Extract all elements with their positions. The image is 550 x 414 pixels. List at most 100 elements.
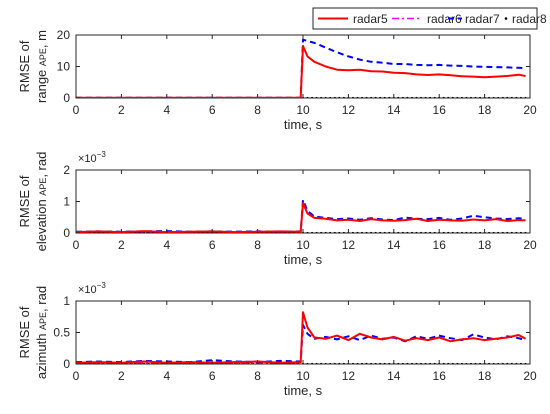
point-radar8	[474, 96, 477, 98]
point-radar8	[342, 231, 345, 233]
point-radar8	[388, 96, 391, 98]
point-radar8	[143, 362, 146, 364]
point-radar8	[388, 231, 391, 233]
point-radar8	[97, 362, 100, 364]
point-radar8	[433, 96, 436, 98]
point-radar8	[143, 231, 146, 233]
point-radar8	[306, 362, 309, 364]
point-radar8	[488, 96, 491, 98]
point-radar8	[447, 362, 450, 364]
x-tick-label: 20	[523, 369, 537, 383]
x-tick-label: 10	[296, 103, 310, 117]
point-radar8	[469, 96, 473, 98]
point-radar8	[465, 362, 468, 364]
point-radar8	[383, 231, 386, 233]
point-radar8	[501, 362, 504, 364]
point-radar8	[397, 231, 400, 233]
point-radar8	[419, 231, 423, 233]
point-radar8	[365, 231, 368, 233]
point-radar8	[311, 96, 314, 98]
point-radar8	[410, 362, 414, 364]
point-radar8	[429, 362, 432, 364]
axis-multiplier: ×10−3	[78, 150, 106, 165]
point-radar8	[406, 231, 409, 233]
x-tick-label: 8	[254, 238, 261, 252]
point-radar8	[497, 231, 500, 233]
x-tick-label: 0	[73, 103, 80, 117]
y-axis-label-line2: elevation APE, rad	[34, 152, 49, 252]
legend-label-radar6: radar6	[427, 12, 462, 26]
point-radar8	[324, 231, 327, 233]
point-radar8	[338, 96, 341, 98]
point-radar8	[365, 362, 368, 364]
point-radar8	[519, 96, 522, 98]
point-radar8	[370, 96, 373, 98]
point-radar8	[320, 231, 323, 233]
point-radar8	[351, 96, 354, 98]
y-tick-label: 2	[63, 163, 70, 177]
x-tick-label: 16	[433, 238, 447, 252]
point-radar8	[506, 362, 509, 364]
y-label-subscript: APE	[38, 312, 48, 330]
point-radar8	[351, 362, 354, 364]
x-tick-label: 2	[118, 369, 125, 383]
point-radar8	[510, 231, 513, 233]
point-radar8	[333, 231, 336, 233]
x-tick-label: 12	[342, 103, 356, 117]
y-label-unit: , m	[34, 30, 49, 48]
point-radar8	[329, 96, 332, 98]
point-radar8	[338, 231, 341, 233]
multiplier-base: ×10	[78, 284, 97, 296]
x-axis-label: time, s	[284, 117, 323, 132]
point-radar8	[374, 231, 377, 233]
x-tick-label: 4	[163, 103, 170, 117]
point-radar8	[424, 231, 427, 233]
point-radar8	[338, 362, 341, 364]
x-tick-label: 12	[342, 369, 356, 383]
point-radar8	[469, 362, 473, 364]
point-radar8	[311, 231, 314, 233]
point-radar8	[492, 96, 495, 98]
point-radar8	[238, 362, 241, 364]
point-radar8	[492, 362, 495, 364]
point-radar8	[460, 231, 463, 233]
legend-label-radar8: radar8	[512, 12, 547, 26]
subplot-1: 0 2 4 6 8 10 12 14 16 18 20 0 10 20 time, s RMSE of rang…	[17, 28, 537, 132]
point-radar8	[424, 362, 427, 364]
point-radar8	[315, 231, 318, 233]
point-radar8	[447, 231, 450, 233]
point-radar8	[233, 362, 236, 364]
point-radar8	[306, 96, 309, 98]
legend: radar5 radar6 radar7 radar8	[312, 7, 547, 30]
x-tick-label: 2	[118, 103, 125, 117]
point-radar8	[370, 362, 373, 364]
y-axis-label-line1: RMSE of	[17, 40, 32, 92]
point-radar8	[419, 362, 423, 364]
y-label-unit: , rad	[34, 152, 49, 178]
multiplier-exponent: −3	[97, 150, 107, 159]
point-radar8	[510, 362, 513, 364]
point-radar8	[465, 96, 468, 98]
point-radar8	[419, 96, 423, 98]
point-radar8	[424, 96, 427, 98]
point-radar8	[456, 362, 459, 364]
x-tick-label: 14	[387, 103, 401, 117]
x-tick-label: 14	[387, 369, 401, 383]
point-radar8	[433, 231, 436, 233]
point-radar8	[429, 96, 432, 98]
x-tick-label: 20	[523, 238, 537, 252]
point-radar8	[433, 362, 436, 364]
point-radar8	[510, 96, 513, 98]
y-label-quantity: azimuth	[34, 330, 49, 379]
point-radar8	[456, 96, 459, 98]
point-radar8	[370, 231, 373, 233]
y-axis-label-line2: range APE, m	[34, 30, 49, 103]
point-radar8	[515, 96, 518, 98]
point-radar8	[329, 231, 332, 233]
y-tick-label: 1	[63, 294, 70, 308]
point-radar8	[410, 231, 414, 233]
y-label-quantity: range	[34, 66, 49, 103]
point-radar8	[488, 362, 491, 364]
point-radar8	[356, 96, 359, 98]
series-radar5	[76, 45, 526, 98]
